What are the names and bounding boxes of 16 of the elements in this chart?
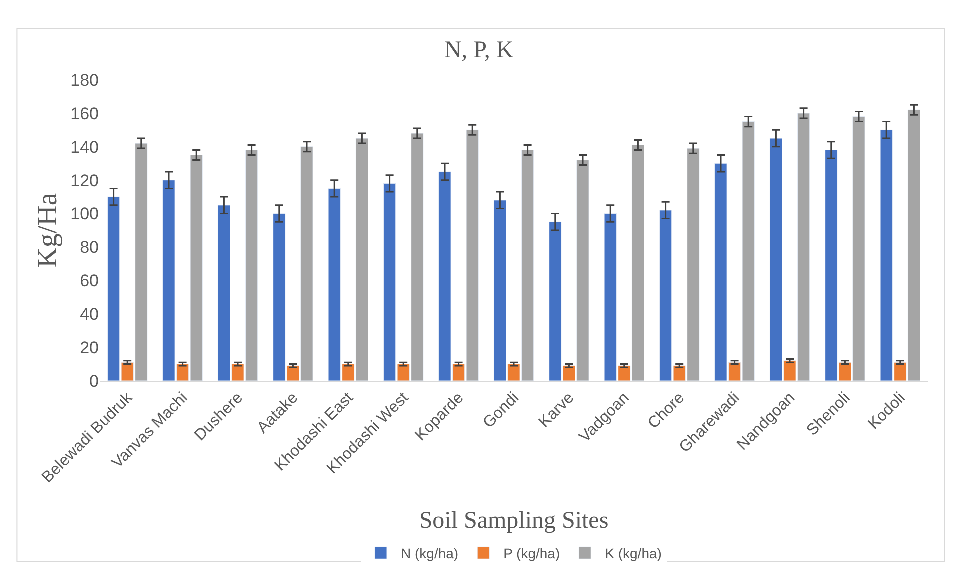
chart-title: N, P, K: [444, 37, 514, 64]
y-tick-label: 140: [70, 138, 99, 157]
legend-label: K (kg/ha): [605, 546, 662, 562]
y-tick-label: 80: [80, 238, 99, 258]
y-tick-label: 120: [70, 171, 99, 190]
x-axis-title: Soil Sampling Sites: [419, 508, 609, 534]
y-tick-label: 40: [80, 305, 99, 324]
y-tick-label: 160: [70, 104, 99, 124]
y-tick-label: 20: [80, 338, 99, 358]
y-tick-label: 100: [70, 204, 99, 224]
y-tick-label: 60: [80, 272, 99, 291]
legend-label: N (kg/ha): [401, 546, 459, 562]
y-axis-title: Kg/Ha: [32, 192, 64, 268]
y-tick-label: 180: [70, 70, 99, 90]
y-tick-label: 0: [90, 372, 99, 391]
legend-label: P (kg/ha): [504, 546, 560, 562]
